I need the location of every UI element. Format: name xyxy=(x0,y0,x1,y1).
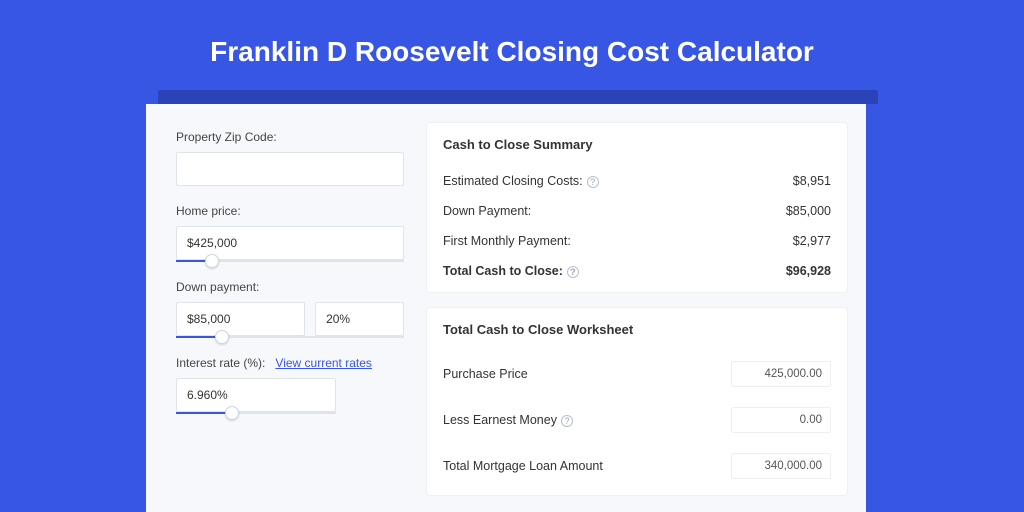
summary-row-value: $8,951 xyxy=(793,174,831,188)
worksheet-row-label: Less Earnest Money? xyxy=(443,413,573,427)
worksheet-row: Less Earnest Money? xyxy=(443,397,831,443)
worksheet-card: Total Cash to Close Worksheet Purchase P… xyxy=(426,307,848,496)
summary-row-value: $96,928 xyxy=(786,264,831,278)
home-price-slider[interactable] xyxy=(176,260,404,262)
slider-thumb[interactable] xyxy=(215,330,229,344)
slider-track xyxy=(176,412,336,414)
interest-slider[interactable] xyxy=(176,412,336,414)
summary-row: Total Cash to Close:? $96,928 xyxy=(443,256,831,286)
calculator-panel: Property Zip Code: Home price: Down paym… xyxy=(146,104,866,512)
zip-label: Property Zip Code: xyxy=(176,130,404,144)
down-payment-label: Down payment: xyxy=(176,280,404,294)
down-payment-slider[interactable] xyxy=(176,336,404,338)
zip-field: Property Zip Code: xyxy=(176,130,404,186)
worksheet-value-input[interactable] xyxy=(731,453,831,479)
slider-thumb[interactable] xyxy=(225,406,239,420)
summary-row-label: Down Payment: xyxy=(443,204,531,218)
summary-row-label: Total Cash to Close:? xyxy=(443,264,579,278)
results-column: Cash to Close Summary Estimated Closing … xyxy=(426,104,866,512)
panel-shadow xyxy=(158,90,878,104)
summary-row: Down Payment: $85,000 xyxy=(443,196,831,226)
worksheet-row-label: Total Mortgage Loan Amount xyxy=(443,459,603,473)
worksheet-row: Purchase Price xyxy=(443,351,831,397)
summary-row-value: $2,977 xyxy=(793,234,831,248)
summary-row-label: Estimated Closing Costs:? xyxy=(443,174,599,188)
worksheet-heading: Total Cash to Close Worksheet xyxy=(443,322,831,337)
down-payment-input[interactable] xyxy=(176,302,305,336)
home-price-field: Home price: xyxy=(176,204,404,262)
interest-label: Interest rate (%): xyxy=(176,356,265,370)
interest-field: Interest rate (%): View current rates xyxy=(176,356,404,414)
worksheet-row: Total Mortgage Loan Amount xyxy=(443,443,831,489)
slider-track xyxy=(176,336,404,338)
interest-label-row: Interest rate (%): View current rates xyxy=(176,356,404,370)
home-price-label: Home price: xyxy=(176,204,404,218)
summary-row: Estimated Closing Costs:? $8,951 xyxy=(443,166,831,196)
worksheet-row-label: Purchase Price xyxy=(443,367,528,381)
summary-heading: Cash to Close Summary xyxy=(443,137,831,152)
zip-input[interactable] xyxy=(176,152,404,186)
help-icon[interactable]: ? xyxy=(561,415,573,427)
app-background: Franklin D Roosevelt Closing Cost Calcul… xyxy=(0,0,1024,512)
summary-row-value: $85,000 xyxy=(786,204,831,218)
page-title: Franklin D Roosevelt Closing Cost Calcul… xyxy=(0,36,1024,68)
summary-row-label: First Monthly Payment: xyxy=(443,234,571,248)
help-icon[interactable]: ? xyxy=(567,266,579,278)
worksheet-value-input[interactable] xyxy=(731,361,831,387)
summary-card: Cash to Close Summary Estimated Closing … xyxy=(426,122,848,293)
summary-row: First Monthly Payment: $2,977 xyxy=(443,226,831,256)
inputs-column: Property Zip Code: Home price: Down paym… xyxy=(146,104,426,512)
slider-thumb[interactable] xyxy=(205,254,219,268)
down-payment-field: Down payment: xyxy=(176,280,404,338)
slider-fill xyxy=(176,412,232,414)
down-payment-pct-input[interactable] xyxy=(315,302,404,336)
view-rates-link[interactable]: View current rates xyxy=(275,356,372,370)
interest-input[interactable] xyxy=(176,378,336,412)
help-icon[interactable]: ? xyxy=(587,176,599,188)
worksheet-value-input[interactable] xyxy=(731,407,831,433)
